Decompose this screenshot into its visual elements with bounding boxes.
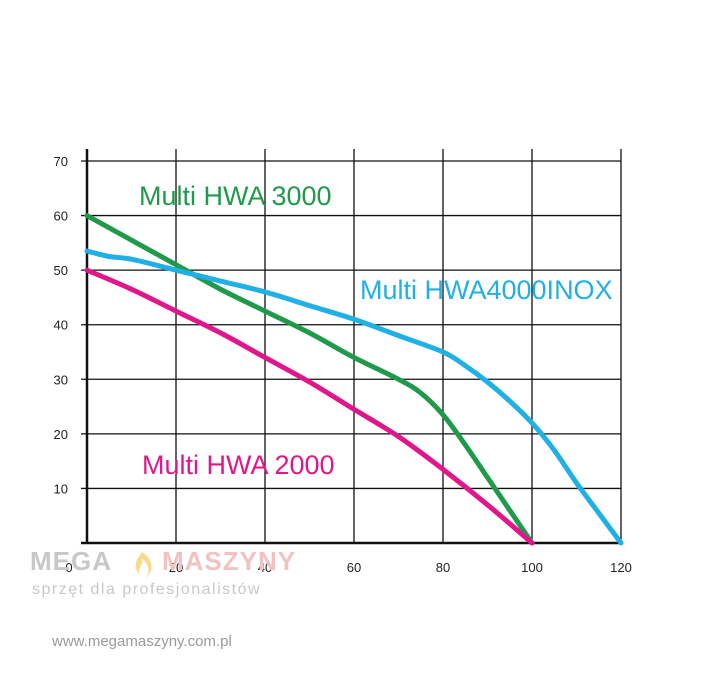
x-tick-label: 60	[347, 560, 361, 575]
series-lines	[84, 213, 624, 546]
y-tick-label: 60	[54, 209, 68, 224]
series-line-1	[84, 248, 624, 546]
watermark-logo: MEGA MASZYNY sprzęt dla profesjonalistów	[30, 548, 296, 598]
x-tick-label: 120	[610, 560, 632, 575]
x-tick-label: 20	[169, 560, 183, 575]
x-tick-labels: 0 20 40 60 80 100 120	[65, 560, 631, 575]
y-tick-label: 10	[54, 481, 68, 496]
watermark-brand-maszyny: MASZYNY	[162, 548, 296, 576]
flame-icon	[135, 552, 152, 578]
watermark: MEGA MASZYNY sprzęt dla profesjonalistów…	[30, 548, 296, 650]
series-line-0	[84, 213, 535, 546]
y-tick-label: 40	[54, 318, 68, 333]
series-label-hwa3000: Multi HWA 3000	[139, 181, 332, 211]
y-tick-label: 20	[54, 427, 68, 442]
y-tick-labels: 10 20 30 40 50 60 70	[54, 154, 68, 496]
x-tick-label: 80	[436, 560, 450, 575]
y-tick-label: 70	[54, 154, 68, 169]
series-label-hwa4000inox: Multi HWA4000INOX	[360, 275, 613, 305]
x-tick-label: 0	[65, 560, 72, 575]
series-label-hwa2000: Multi HWA 2000	[142, 450, 335, 480]
y-tick-label: 50	[54, 263, 68, 278]
watermark-brand-mega: MEGA	[30, 548, 112, 576]
x-tick-label: 100	[521, 560, 543, 575]
watermark-url: www.megamaszyny.com.pl	[51, 633, 232, 650]
y-tick-label: 30	[54, 372, 68, 387]
series-line-2	[84, 267, 535, 546]
x-tick-label: 40	[258, 560, 272, 575]
series-labels: Multi HWA 3000 Multi HWA4000INOX Multi H…	[139, 181, 613, 480]
watermark-tagline: sprzęt dla profesjonalistów	[32, 581, 261, 598]
